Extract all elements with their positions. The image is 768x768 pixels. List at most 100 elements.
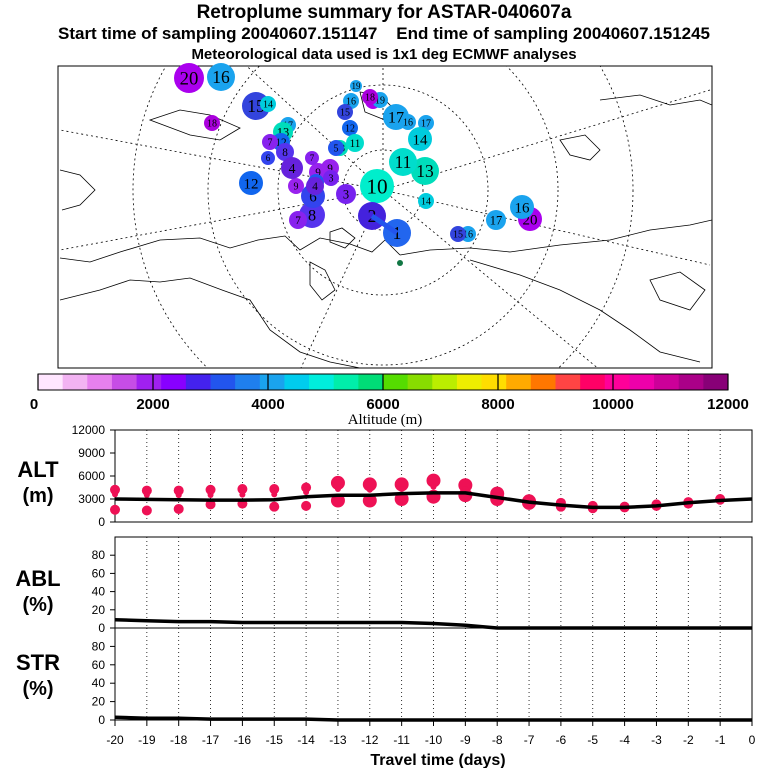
marker-label: 11 — [395, 152, 412, 172]
trajectory-marker: 6 — [261, 151, 275, 165]
sampling-time-subtitle: Start time of sampling 20040607.151147 E… — [0, 24, 768, 44]
marker-label: 7 — [310, 153, 315, 163]
colorbar-tick-label: 6000 — [366, 396, 399, 413]
marker-dot — [281, 157, 303, 179]
x-tick-label: -19 — [138, 733, 156, 747]
trajectory-marker: 7 — [289, 211, 307, 229]
marker-label: 7 — [268, 138, 273, 149]
marker-label: 14 — [413, 132, 429, 148]
x-tick-label: -18 — [170, 733, 188, 747]
x-tick-label: -3 — [651, 733, 662, 747]
marker-dot — [174, 63, 204, 93]
abl-line — [114, 618, 752, 630]
alt-cluster-dot — [462, 486, 469, 493]
alt-cluster-dot — [239, 491, 246, 498]
marker-label: 6 — [266, 153, 271, 163]
trajectory-segment — [370, 213, 399, 236]
colorbar-segment — [629, 374, 655, 390]
alt-cluster-dot — [205, 484, 216, 495]
colorbar-label: Altitude (m) — [348, 412, 423, 428]
colorbar-segment — [383, 374, 409, 390]
alt-cluster-dot — [175, 492, 182, 499]
marker-label: 19 — [352, 81, 362, 91]
trajectory-marker: 17 — [486, 210, 506, 230]
x-tick-label: -4 — [619, 733, 630, 747]
trajectory-marker: 15 — [337, 104, 353, 120]
abl-unit: (%) — [22, 594, 53, 616]
x-tick-label: -13 — [329, 733, 347, 747]
colorbar-segment — [580, 374, 606, 390]
marker-label: 9 — [294, 182, 299, 193]
x-tick-label: -15 — [266, 733, 284, 747]
marker-dot — [336, 184, 356, 204]
trajectory-marker: 16 — [207, 63, 235, 91]
marker-label: 15 — [340, 108, 350, 119]
str-y-tick-label: 20 — [92, 695, 106, 709]
colorbar-segments — [38, 374, 729, 390]
abl-y-tick-label: 40 — [92, 585, 106, 599]
met-data-subtitle: Meteorological data used is 1x1 deg ECMW… — [191, 46, 577, 63]
marker-label: 6 — [309, 189, 317, 205]
marker-label: 16 — [212, 67, 230, 87]
colorbar-segment — [87, 374, 113, 390]
marker-label: 10 — [366, 174, 387, 198]
alt-cluster-dot — [269, 484, 280, 495]
alt-y-tick-label: 9000 — [78, 446, 105, 460]
trajectory-marker: 16 — [510, 195, 534, 219]
colorbar-segment — [432, 374, 458, 390]
marker-dot — [323, 170, 339, 186]
alt-cluster-dot — [269, 501, 280, 512]
marker-dot — [204, 115, 220, 131]
alt-y-tick-label: 12000 — [72, 423, 106, 437]
str-line — [114, 715, 752, 722]
panel-gridlines — [114, 430, 753, 720]
trajectory-marker: 11 — [346, 134, 364, 152]
trajectory-marker: 12 — [239, 171, 263, 195]
x-tick-label: -17 — [202, 733, 220, 747]
altitude-colorbar: 0 2000 4000 6000 8000 10000 12000 Altitude (m) — [30, 373, 749, 428]
marker-dot — [288, 178, 304, 194]
alt-cluster-dot — [112, 491, 118, 498]
x-tick-label: -2 — [683, 733, 694, 747]
marker-dot — [239, 171, 263, 195]
marker-dot — [337, 104, 353, 120]
alt-cluster-dot — [141, 485, 152, 496]
marker-label: 16 — [403, 118, 413, 129]
colorbar-segment — [555, 374, 581, 390]
str-y-tick-label: 0 — [98, 713, 105, 727]
chart-title: Retroplume summary for ASTAR-040607a — [196, 2, 572, 23]
str-y-tick-label: 60 — [92, 658, 106, 672]
marker-dot — [260, 96, 276, 112]
colorbar-segment — [358, 374, 384, 390]
marker-label: 9 — [315, 167, 321, 179]
alt-y-tick-label: 6000 — [78, 469, 105, 483]
x-tick-label: -16 — [234, 733, 252, 747]
abl-label: ABL — [15, 566, 60, 591]
alt-y-tick-label: 3000 — [78, 492, 105, 506]
colorbar-segment — [604, 374, 630, 390]
trajectory-marker: 19 — [350, 80, 362, 92]
x-axis-ticks: -20 -19 -18 -17 -16 -15 -14 -13 -12 -11 -10 -9 -8 -7-… — [106, 720, 756, 747]
x-tick-label: -1 — [715, 733, 726, 747]
marker-label: 12 — [345, 124, 355, 135]
x-tick-label: -11 — [393, 733, 410, 747]
alt-cluster-dot — [110, 504, 120, 515]
colorbar-segment — [111, 374, 138, 390]
x-tick-label: -20 — [106, 733, 124, 747]
marker-label: 8 — [308, 207, 316, 225]
colorbar-tick-label: 8000 — [481, 396, 514, 413]
colorbar-segment — [654, 374, 680, 390]
marker-dot — [510, 195, 534, 219]
colorbar-segment — [456, 374, 483, 390]
colorbar-tick-label: 12000 — [707, 396, 749, 413]
marker-label: 3 — [343, 187, 349, 201]
trajectory-marker: 7 — [262, 134, 278, 150]
trajectory-marker: 9 — [288, 178, 304, 194]
colorbar-segment — [62, 374, 88, 390]
alt-cluster-dot — [237, 484, 248, 495]
alt-cluster-dot — [271, 491, 278, 498]
marker-dot — [207, 63, 235, 91]
marker-dot — [411, 157, 439, 185]
x-axis-label: Travel time (days) — [370, 752, 505, 768]
str-unit: (%) — [22, 678, 53, 700]
